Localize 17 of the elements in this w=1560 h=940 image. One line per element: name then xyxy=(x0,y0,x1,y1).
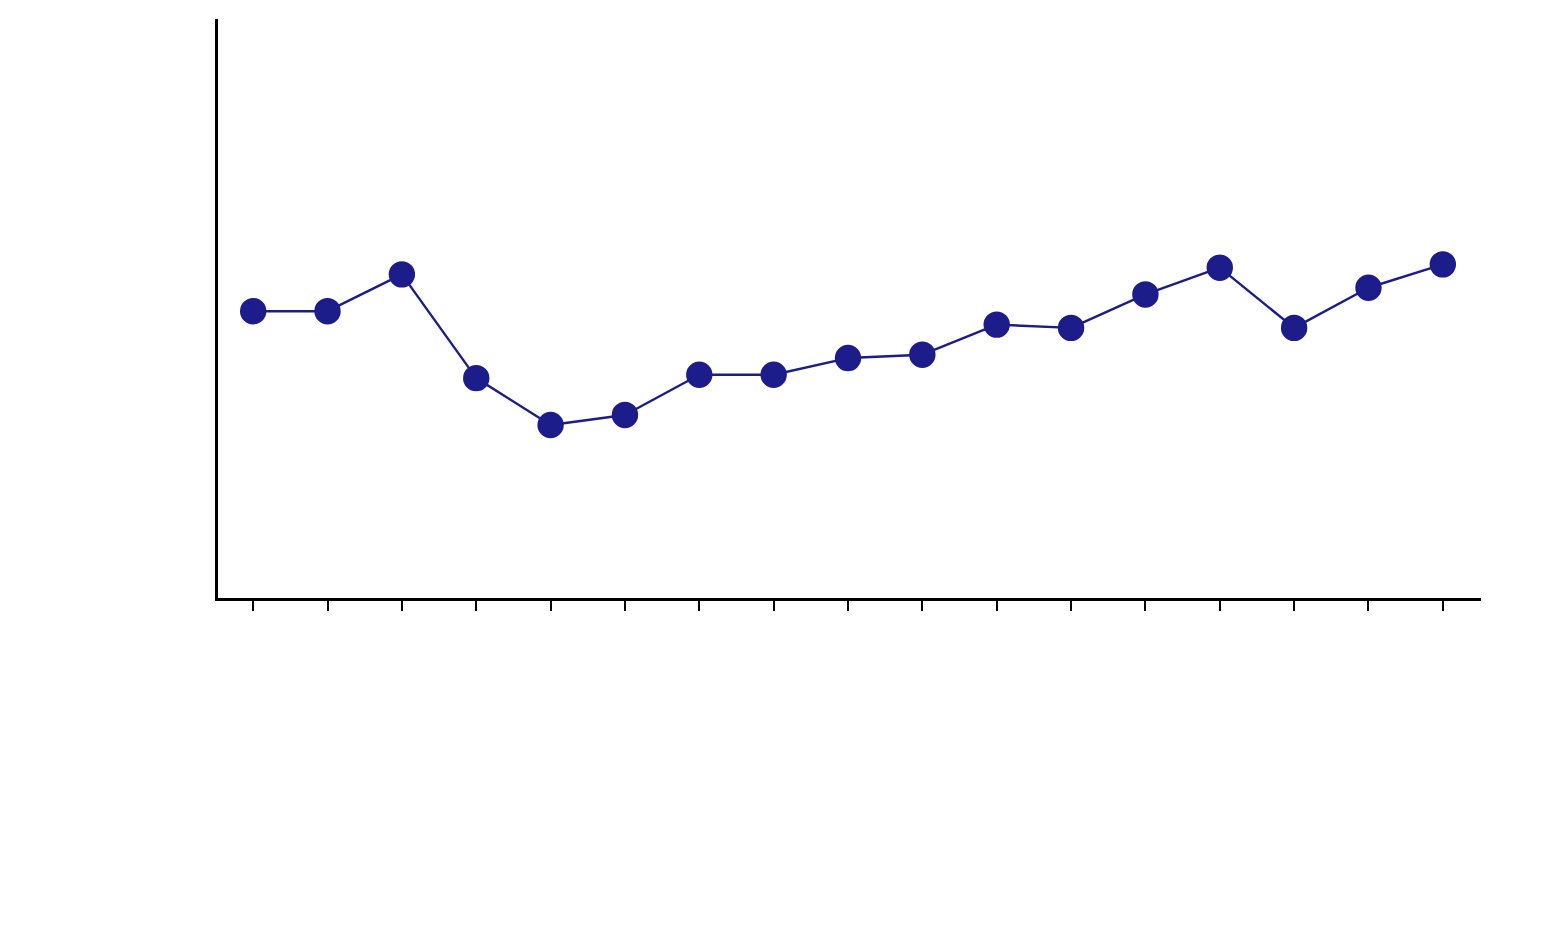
point xyxy=(686,361,713,388)
point xyxy=(239,297,267,325)
point xyxy=(983,311,1010,338)
point xyxy=(537,411,564,439)
point xyxy=(834,344,862,372)
point xyxy=(1280,314,1308,342)
point xyxy=(388,261,416,288)
point xyxy=(760,361,787,388)
point xyxy=(1206,254,1233,281)
point xyxy=(909,341,936,368)
point xyxy=(1057,314,1085,342)
point xyxy=(611,401,639,429)
point xyxy=(463,364,490,392)
point xyxy=(1429,251,1457,278)
point xyxy=(1355,274,1382,301)
point xyxy=(314,297,341,325)
point xyxy=(1132,281,1159,308)
